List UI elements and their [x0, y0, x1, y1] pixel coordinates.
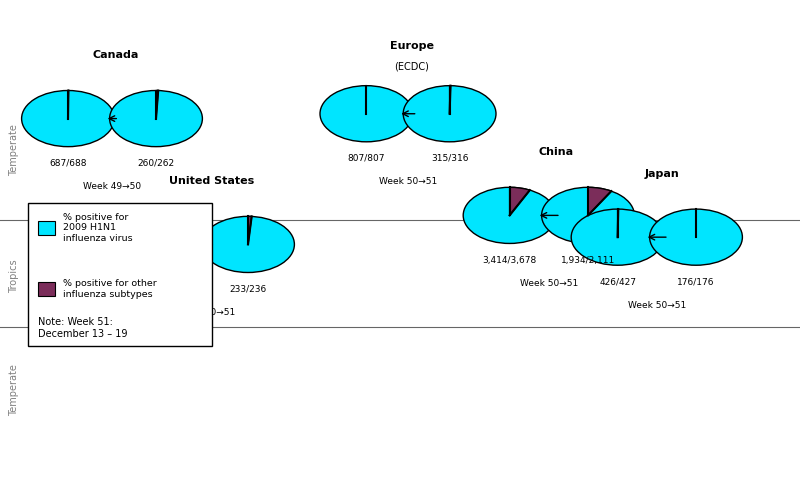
Circle shape [403, 86, 496, 142]
Text: 260/262: 260/262 [138, 159, 174, 168]
Wedge shape [588, 187, 611, 215]
Bar [38, 282, 55, 296]
Text: Europe: Europe [390, 41, 434, 51]
Circle shape [650, 209, 742, 265]
Circle shape [110, 91, 202, 147]
FancyArrowPatch shape [402, 111, 415, 117]
Text: Temperate: Temperate [10, 124, 19, 176]
Text: % positive for
2009 H1N1
influenza virus: % positive for 2009 H1N1 influenza virus [63, 213, 133, 242]
Wedge shape [248, 216, 252, 244]
Circle shape [571, 209, 664, 265]
Text: % positive for other
influenza subtypes: % positive for other influenza subtypes [63, 279, 157, 299]
Circle shape [118, 216, 210, 272]
FancyArrowPatch shape [109, 116, 117, 121]
Text: Week 50→51: Week 50→51 [628, 301, 686, 310]
Text: 315/316: 315/316 [431, 154, 468, 163]
Text: Week 49→50: Week 49→50 [83, 182, 141, 191]
Text: 176/176: 176/176 [678, 277, 714, 287]
Circle shape [202, 216, 294, 272]
Bar [38, 221, 55, 235]
Text: Tropics: Tropics [10, 259, 19, 293]
FancyArrowPatch shape [201, 242, 213, 247]
Text: 3,414/3,678: 3,414/3,678 [482, 256, 537, 265]
Wedge shape [156, 91, 158, 119]
Text: Week 50→51: Week 50→51 [177, 308, 235, 317]
Text: Note: Week 51:
December 13 – 19: Note: Week 51: December 13 – 19 [38, 317, 127, 339]
Text: (ECDC): (ECDC) [394, 61, 430, 71]
Text: 233/236: 233/236 [230, 285, 266, 294]
Text: Temperate: Temperate [10, 363, 19, 416]
Wedge shape [510, 187, 530, 215]
Text: United States: United States [170, 176, 254, 186]
Wedge shape [164, 216, 167, 244]
Text: Japan: Japan [645, 169, 680, 179]
Circle shape [463, 187, 556, 243]
Text: 475/480: 475/480 [146, 285, 182, 294]
Text: Week 50→51: Week 50→51 [520, 279, 578, 288]
Text: 807/807: 807/807 [348, 154, 385, 163]
Text: 1,934/2,111: 1,934/2,111 [561, 256, 615, 265]
Text: Canada: Canada [93, 50, 139, 60]
FancyBboxPatch shape [28, 203, 212, 346]
Text: 426/427: 426/427 [599, 277, 636, 287]
Text: China: China [538, 147, 574, 157]
Circle shape [542, 187, 634, 243]
FancyArrowPatch shape [541, 212, 558, 218]
Text: 687/688: 687/688 [50, 159, 86, 168]
Circle shape [22, 91, 114, 147]
Circle shape [320, 86, 413, 142]
FancyArrowPatch shape [649, 234, 666, 240]
Text: Week 50→51: Week 50→51 [379, 177, 437, 186]
